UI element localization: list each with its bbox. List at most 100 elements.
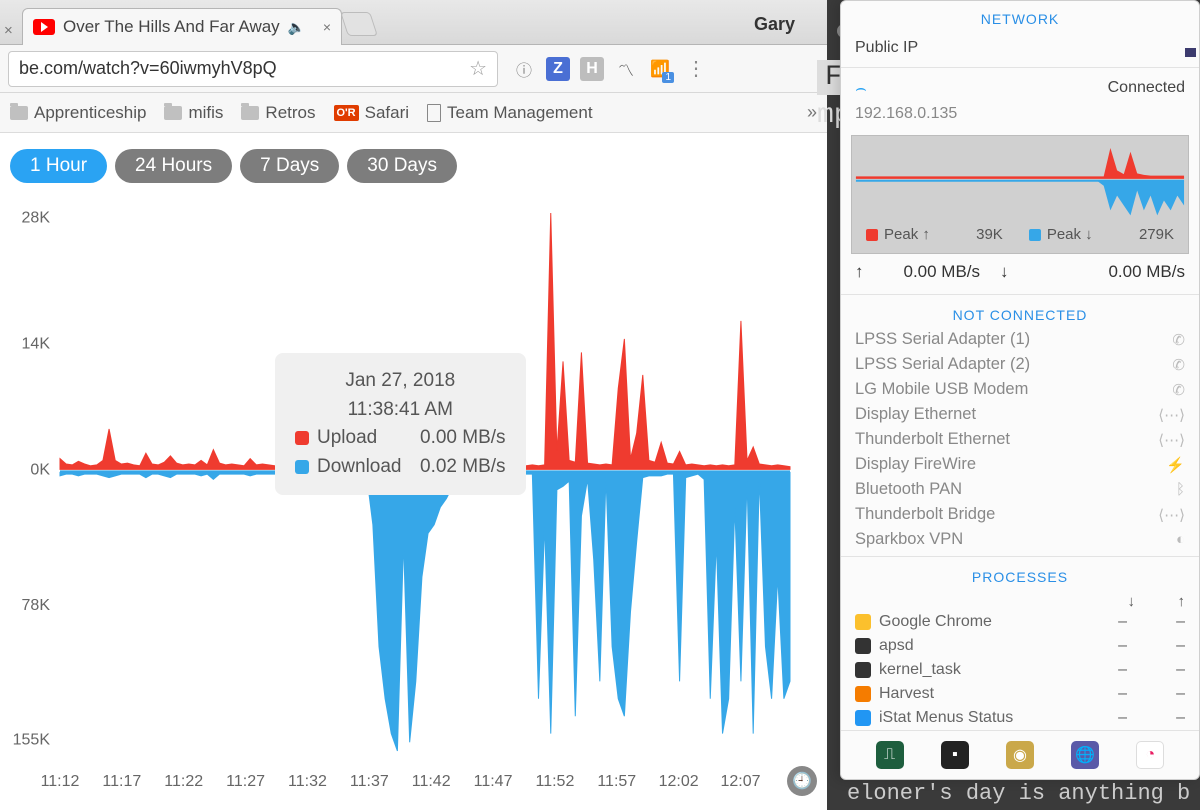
vpn-icon: ◐ [1176, 531, 1185, 548]
prev-tab-close-icon[interactable]: × [4, 22, 13, 39]
app-icon [855, 614, 871, 630]
svg-text:14K: 14K [22, 335, 51, 352]
wifi-status-row[interactable]: ⌢ Connected [841, 72, 1199, 105]
phone-icon: ✆ [1172, 381, 1185, 399]
segment-30days[interactable]: 30 Days [347, 149, 457, 183]
tooltip-time: 11:38:41 AM [295, 396, 506, 425]
svg-text:11:22: 11:22 [164, 773, 203, 790]
interface-row[interactable]: Bluetooth PANᛒ [841, 477, 1199, 502]
segment-24hours[interactable]: 24 Hours [115, 149, 232, 183]
process-row[interactable]: apsd–– [841, 634, 1199, 658]
down-arrow-icon: ↓ [1000, 262, 1009, 282]
clock-button[interactable]: 🕘 [787, 766, 817, 796]
ext-z-icon[interactable]: Z [546, 57, 570, 81]
phone-icon: ✆ [1172, 331, 1185, 349]
ext-h-icon[interactable]: H [580, 57, 604, 81]
eth-icon: ⟨⋯⟩ [1158, 431, 1185, 449]
browser-tab[interactable]: Over The Hills And Far Away 🔈 × [22, 8, 342, 45]
svg-text:0K: 0K [30, 461, 50, 478]
svg-text:11:42: 11:42 [412, 773, 451, 790]
folder-icon [241, 106, 259, 120]
bookmark-safari[interactable]: O'RSafari [334, 103, 410, 123]
svg-text:12:07: 12:07 [720, 773, 760, 790]
omnibox[interactable]: be.com/watch?v=60iwmyhV8pQ ☆ [8, 51, 498, 87]
folder-icon [10, 106, 28, 120]
local-ip-row: 192.168.0.135 [841, 105, 1199, 129]
safari-icon: O'R [334, 105, 359, 121]
address-bar: be.com/watch?v=60iwmyhV8pQ ☆ ⓘ Z H 〽 📶1 … [0, 45, 827, 93]
terminal-bottom-text: eloner's day is anything b [847, 781, 1190, 806]
extension-icons: ⓘ Z H 〽 📶1 ⋮ [512, 56, 706, 81]
new-tab-button[interactable] [340, 12, 378, 36]
segment-7days[interactable]: 7 Days [240, 149, 339, 183]
phone-icon: ✆ [1172, 356, 1185, 374]
up-arrow-icon: ↑ [855, 262, 864, 282]
chart-area[interactable]: 28K14K0K78K155K11:1211:1711:2211:2711:32… [0, 193, 827, 810]
rate-row: ↑ 0.00 MB/s ↓ 0.00 MB/s [841, 254, 1199, 290]
bookmark-page[interactable]: Team Management [427, 103, 593, 123]
chart-panel: 1 Hour 24 Hours 7 Days 30 Days 28K14K0K7… [0, 133, 827, 810]
tab-close-icon[interactable]: × [323, 19, 331, 35]
process-row[interactable]: kernel_task–– [841, 658, 1199, 682]
dock-radar-icon[interactable]: ◉ [1006, 741, 1034, 769]
interface-row[interactable]: Display Ethernet⟨⋯⟩ [841, 402, 1199, 427]
profile-name[interactable]: Gary [754, 14, 795, 35]
process-header: ↓↑ [841, 589, 1199, 610]
bookmark-folder[interactable]: Retros [241, 103, 315, 123]
page-icon [427, 104, 441, 122]
app-icon [855, 638, 871, 654]
chrome-menu-icon[interactable]: ⋮ [686, 56, 706, 81]
interface-list: LPSS Serial Adapter (1)✆LPSS Serial Adap… [841, 327, 1199, 552]
app-icon [855, 662, 871, 678]
tooltip-date: Jan 27, 2018 [295, 367, 506, 396]
bookmarks-overflow-icon[interactable]: » [807, 102, 817, 123]
url-text: be.com/watch?v=60iwmyhV8pQ [19, 58, 277, 79]
bookmark-folder[interactable]: Apprenticeship [10, 103, 146, 123]
process-row[interactable]: iStat Menus Status–– [841, 706, 1199, 730]
fw-icon: ⚡ [1166, 456, 1185, 474]
ext-rss-icon[interactable]: 📶1 [648, 57, 672, 81]
peak-up-color-icon [866, 229, 878, 241]
segment-1hour[interactable]: 1 Hour [10, 149, 107, 183]
download-color-icon [295, 460, 309, 474]
interface-row[interactable]: Thunderbolt Bridge⟨⋯⟩ [841, 502, 1199, 527]
ext-graph-icon[interactable]: 〽 [614, 57, 638, 81]
process-row[interactable]: Google Chrome–– [841, 610, 1199, 634]
processes-heading: PROCESSES [841, 561, 1199, 589]
svg-text:11:32: 11:32 [288, 773, 327, 790]
wifi-icon: ⌢ [855, 78, 867, 99]
eth-icon: ⟨⋯⟩ [1158, 506, 1185, 524]
process-row[interactable]: Harvest–– [841, 682, 1199, 706]
interface-row[interactable]: Sparkbox VPN◐ [841, 527, 1199, 552]
chart-tooltip: Jan 27, 2018 11:38:41 AM Upload0.00 MB/s… [275, 353, 526, 495]
info-icon[interactable]: ⓘ [512, 57, 536, 81]
tab-mute-icon[interactable]: 🔈 [288, 19, 305, 36]
dock-terminal-icon[interactable]: ▪ [941, 741, 969, 769]
bookmark-folder[interactable]: mifis [164, 103, 223, 123]
bandwidth-chart: 28K14K0K78K155K11:1211:1711:2211:2711:32… [0, 193, 827, 810]
dock-globe-icon[interactable]: 🌐 [1071, 741, 1099, 769]
bookmark-star-icon[interactable]: ☆ [469, 56, 487, 81]
network-minichart[interactable]: Peak ↑ 39K Peak ↓ 279K [851, 135, 1189, 254]
panel-dock: ⎍ ▪ ◉ 🌐 ◔ [841, 730, 1199, 779]
svg-text:11:12: 11:12 [41, 773, 80, 790]
interface-row[interactable]: LG Mobile USB Modem✆ [841, 377, 1199, 402]
segment-control: 1 Hour 24 Hours 7 Days 30 Days [0, 133, 827, 183]
interface-row[interactable]: LPSS Serial Adapter (2)✆ [841, 352, 1199, 377]
dock-gauge-icon[interactable]: ◔ [1136, 741, 1164, 769]
interface-row[interactable]: Thunderbolt Ethernet⟨⋯⟩ [841, 427, 1199, 452]
svg-text:78K: 78K [22, 597, 51, 614]
svg-text:11:27: 11:27 [226, 773, 265, 790]
network-panel: NETWORK Public IP ⌢ Connected 192.168.0.… [840, 0, 1200, 780]
app-icon [855, 710, 871, 726]
interface-row[interactable]: Display FireWire⚡ [841, 452, 1199, 477]
dock-activity-icon[interactable]: ⎍ [876, 741, 904, 769]
public-ip-row[interactable]: Public IP [841, 33, 1199, 63]
interface-row[interactable]: LPSS Serial Adapter (1)✆ [841, 327, 1199, 352]
tab-title: Over The Hills And Far Away [63, 17, 280, 37]
svg-text:11:47: 11:47 [474, 773, 513, 790]
bookmarks-bar: Apprenticeship mifis Retros O'RSafari Te… [0, 93, 827, 133]
upload-color-icon [295, 431, 309, 445]
not-connected-heading: NOT CONNECTED [841, 299, 1199, 327]
peak-down-color-icon [1029, 229, 1041, 241]
